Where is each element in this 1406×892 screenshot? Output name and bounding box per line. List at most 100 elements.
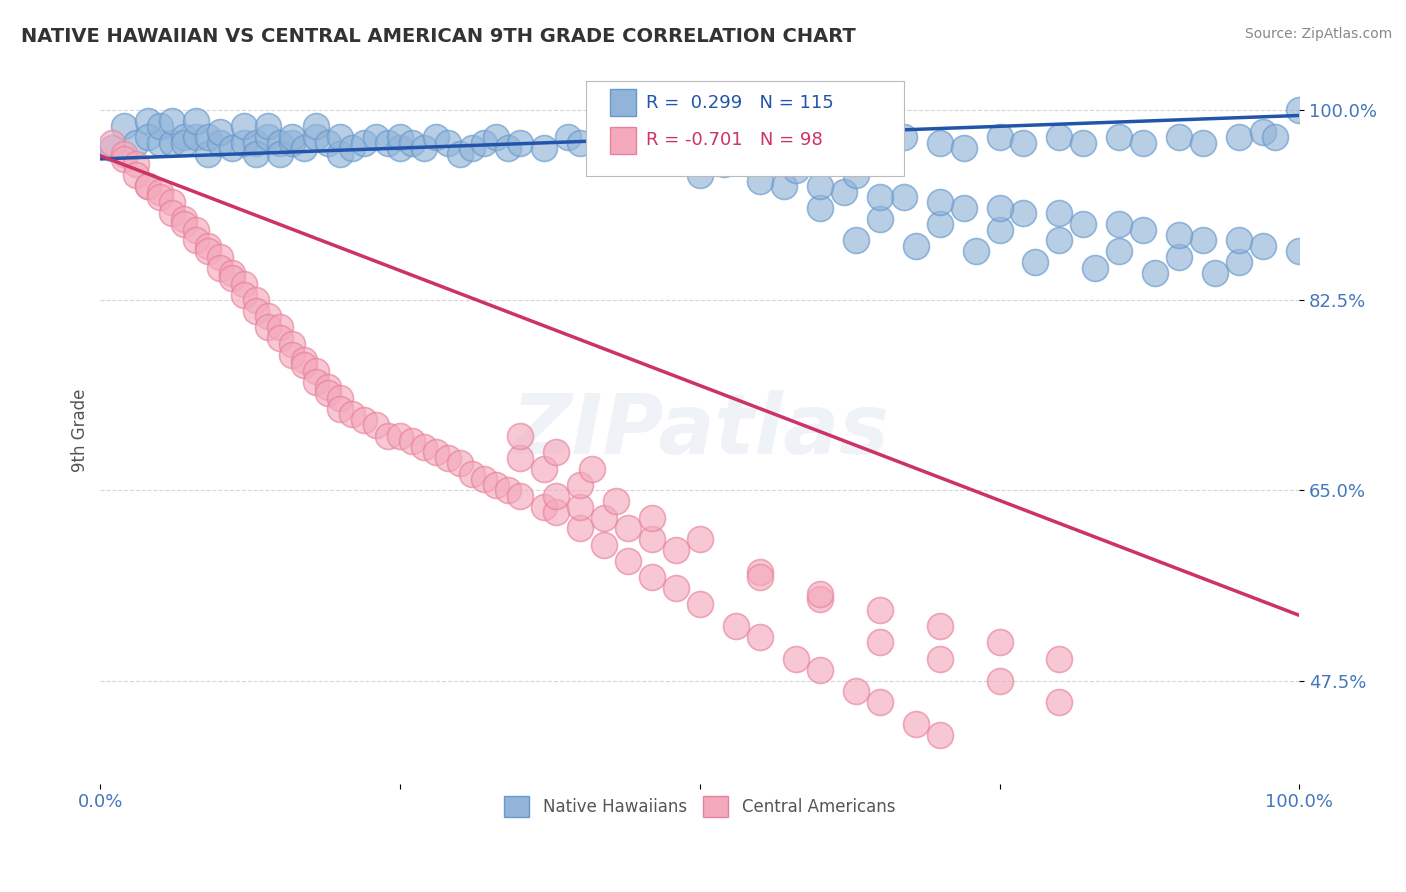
Point bbox=[340, 407, 363, 421]
Point bbox=[1073, 136, 1095, 150]
Point bbox=[772, 179, 794, 194]
Point bbox=[305, 120, 328, 134]
Point bbox=[112, 152, 135, 166]
Point bbox=[305, 130, 328, 145]
Point bbox=[1168, 130, 1191, 145]
Point bbox=[245, 146, 267, 161]
Point bbox=[413, 141, 436, 155]
Point bbox=[557, 130, 579, 145]
Point bbox=[628, 136, 651, 150]
Point bbox=[472, 473, 495, 487]
Point bbox=[281, 130, 304, 145]
Point bbox=[305, 375, 328, 389]
Point bbox=[1132, 136, 1154, 150]
Point bbox=[364, 130, 387, 145]
Point bbox=[149, 185, 172, 199]
Point bbox=[988, 201, 1011, 215]
Point bbox=[605, 130, 627, 145]
Point bbox=[808, 663, 831, 677]
Point bbox=[641, 570, 664, 584]
Point bbox=[713, 130, 735, 145]
Point bbox=[808, 179, 831, 194]
Point bbox=[665, 543, 688, 558]
Point bbox=[533, 141, 555, 155]
Point bbox=[1084, 260, 1107, 275]
Point bbox=[832, 136, 855, 150]
Point bbox=[173, 211, 195, 226]
Point bbox=[1108, 130, 1130, 145]
Point bbox=[437, 136, 460, 150]
Point bbox=[869, 603, 891, 617]
Point bbox=[425, 130, 447, 145]
Point bbox=[845, 684, 868, 698]
Point bbox=[509, 489, 531, 503]
Point bbox=[509, 450, 531, 465]
Point bbox=[233, 287, 256, 301]
Point bbox=[617, 554, 640, 568]
Point bbox=[869, 190, 891, 204]
Point bbox=[257, 120, 280, 134]
Point bbox=[952, 201, 974, 215]
Point bbox=[988, 222, 1011, 236]
Point bbox=[281, 136, 304, 150]
Point bbox=[965, 244, 987, 259]
Point bbox=[665, 130, 688, 145]
Point bbox=[713, 157, 735, 171]
Point bbox=[377, 429, 399, 443]
Point bbox=[1251, 125, 1274, 139]
Text: Source: ZipAtlas.com: Source: ZipAtlas.com bbox=[1244, 27, 1392, 41]
Point bbox=[389, 130, 412, 145]
Point bbox=[377, 136, 399, 150]
Point bbox=[509, 136, 531, 150]
Legend: Native Hawaiians, Central Americans: Native Hawaiians, Central Americans bbox=[496, 788, 904, 825]
Point bbox=[533, 461, 555, 475]
Point bbox=[1288, 103, 1310, 117]
Point bbox=[952, 141, 974, 155]
Point bbox=[496, 141, 519, 155]
Point bbox=[1049, 234, 1071, 248]
Y-axis label: 9th Grade: 9th Grade bbox=[72, 389, 89, 472]
Point bbox=[136, 130, 159, 145]
Point bbox=[353, 136, 375, 150]
Text: NATIVE HAWAIIAN VS CENTRAL AMERICAN 9TH GRADE CORRELATION CHART: NATIVE HAWAIIAN VS CENTRAL AMERICAN 9TH … bbox=[21, 27, 856, 45]
Point bbox=[928, 619, 950, 633]
Point bbox=[1108, 244, 1130, 259]
Point bbox=[1024, 255, 1046, 269]
Point bbox=[1168, 227, 1191, 242]
Point bbox=[389, 141, 412, 155]
Point bbox=[401, 434, 423, 449]
Point bbox=[257, 310, 280, 324]
Point bbox=[617, 521, 640, 535]
Point bbox=[125, 168, 148, 182]
Point bbox=[568, 478, 591, 492]
Point bbox=[928, 217, 950, 231]
Point bbox=[568, 136, 591, 150]
Point bbox=[245, 304, 267, 318]
Point bbox=[544, 505, 567, 519]
Point bbox=[785, 162, 807, 177]
Point bbox=[808, 201, 831, 215]
Point bbox=[197, 239, 219, 253]
Point bbox=[449, 456, 471, 470]
Point bbox=[845, 168, 868, 182]
Point bbox=[689, 598, 711, 612]
Point bbox=[1264, 130, 1286, 145]
FancyBboxPatch shape bbox=[610, 89, 637, 116]
Point bbox=[748, 565, 770, 579]
Point bbox=[893, 190, 915, 204]
Point bbox=[136, 114, 159, 128]
Point bbox=[568, 500, 591, 514]
Point bbox=[592, 538, 614, 552]
Point bbox=[197, 146, 219, 161]
Point bbox=[209, 260, 232, 275]
Point bbox=[988, 673, 1011, 688]
Point bbox=[136, 179, 159, 194]
Point bbox=[162, 136, 184, 150]
Point bbox=[544, 489, 567, 503]
Point bbox=[281, 336, 304, 351]
Point bbox=[401, 136, 423, 150]
Point bbox=[269, 146, 291, 161]
Point bbox=[496, 483, 519, 498]
Point bbox=[209, 250, 232, 264]
Text: R =  0.299   N = 115: R = 0.299 N = 115 bbox=[645, 94, 834, 112]
